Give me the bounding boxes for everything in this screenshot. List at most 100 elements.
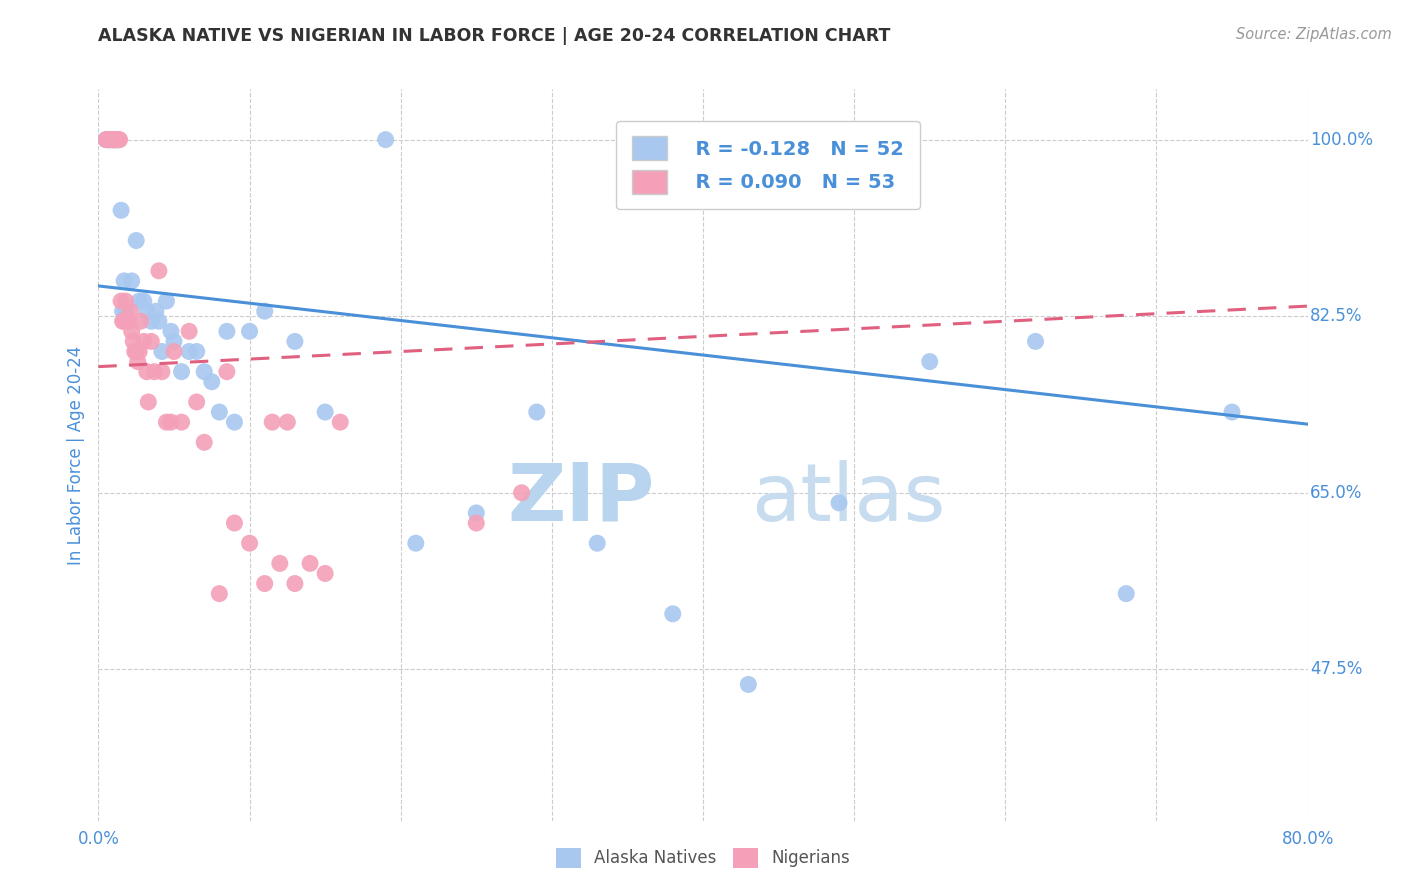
Point — [114, 304, 136, 318]
Point — [96, 133, 118, 147]
Point — [526, 405, 548, 419]
Point — [141, 334, 163, 349]
Point — [135, 365, 157, 379]
Y-axis label: In Labor Force | Age 20-24: In Labor Force | Age 20-24 — [66, 345, 84, 565]
Point — [299, 557, 322, 571]
Point — [111, 304, 134, 318]
Point — [112, 314, 135, 328]
Point — [148, 264, 170, 278]
Point — [103, 133, 125, 147]
Point — [114, 294, 136, 309]
Point — [239, 536, 262, 550]
Point — [224, 516, 246, 530]
Point — [465, 506, 488, 520]
Point — [918, 354, 941, 368]
Point — [150, 365, 173, 379]
Text: atlas: atlas — [751, 459, 946, 538]
Point — [239, 324, 262, 338]
Point — [170, 365, 193, 379]
Point — [135, 304, 157, 318]
Point — [110, 203, 132, 218]
Point — [98, 133, 121, 147]
Legend: Alaska Natives, Nigerians: Alaska Natives, Nigerians — [550, 841, 856, 875]
Point — [314, 566, 336, 581]
Point — [1115, 587, 1137, 601]
Point — [215, 324, 238, 338]
Point — [215, 365, 238, 379]
Point — [101, 133, 124, 147]
Point — [262, 415, 284, 429]
Point — [94, 133, 117, 147]
Point — [143, 365, 166, 379]
Point — [122, 334, 145, 349]
Point — [224, 415, 246, 429]
Point — [208, 405, 231, 419]
Point — [828, 496, 851, 510]
Point — [110, 294, 132, 309]
Point — [208, 587, 231, 601]
Point — [510, 485, 533, 500]
Point — [100, 133, 122, 147]
Point — [96, 133, 118, 147]
Point — [121, 274, 143, 288]
Point — [661, 607, 683, 621]
Point — [253, 576, 276, 591]
Legend:   R = -0.128   N = 52,   R = 0.090   N = 53: R = -0.128 N = 52, R = 0.090 N = 53 — [616, 120, 920, 209]
Point — [128, 344, 150, 359]
Point — [1024, 334, 1046, 349]
Point — [121, 324, 143, 338]
Point — [141, 314, 163, 328]
Point — [100, 133, 122, 147]
Point — [103, 133, 125, 147]
Text: ALASKA NATIVE VS NIGERIAN IN LABOR FORCE | AGE 20-24 CORRELATION CHART: ALASKA NATIVE VS NIGERIAN IN LABOR FORCE… — [98, 27, 891, 45]
Point — [186, 344, 208, 359]
Point — [186, 395, 208, 409]
Point — [465, 516, 488, 530]
Point — [104, 133, 127, 147]
Point — [374, 133, 396, 147]
Point — [148, 314, 170, 328]
Point — [1220, 405, 1243, 419]
Point — [269, 557, 291, 571]
Text: 65.0%: 65.0% — [1310, 483, 1362, 502]
Point — [405, 536, 427, 550]
Point — [108, 133, 131, 147]
Point — [155, 415, 177, 429]
Point — [201, 375, 224, 389]
Point — [132, 334, 155, 349]
Point — [101, 133, 124, 147]
Point — [145, 304, 167, 318]
Point — [586, 536, 609, 550]
Point — [160, 324, 183, 338]
Point — [125, 234, 148, 248]
Point — [105, 133, 128, 147]
Point — [98, 133, 121, 147]
Point — [129, 314, 152, 328]
Point — [107, 133, 129, 147]
Point — [125, 344, 148, 359]
Point — [150, 344, 173, 359]
Point — [94, 133, 117, 147]
Point — [193, 435, 215, 450]
Text: 47.5%: 47.5% — [1310, 660, 1362, 678]
Point — [115, 314, 138, 328]
Point — [118, 314, 141, 328]
Point — [127, 354, 149, 368]
Point — [177, 344, 201, 359]
Point — [253, 304, 276, 318]
Point — [160, 415, 183, 429]
Text: 100.0%: 100.0% — [1310, 130, 1374, 149]
Text: ZIP: ZIP — [508, 459, 655, 538]
Point — [314, 405, 336, 419]
Point — [163, 334, 186, 349]
Point — [124, 344, 146, 359]
Point — [329, 415, 352, 429]
Point — [112, 274, 135, 288]
Point — [103, 133, 125, 147]
Text: Source: ZipAtlas.com: Source: ZipAtlas.com — [1236, 27, 1392, 42]
Point — [105, 133, 128, 147]
Point — [103, 133, 125, 147]
Point — [170, 415, 193, 429]
Point — [136, 395, 159, 409]
Point — [177, 324, 201, 338]
